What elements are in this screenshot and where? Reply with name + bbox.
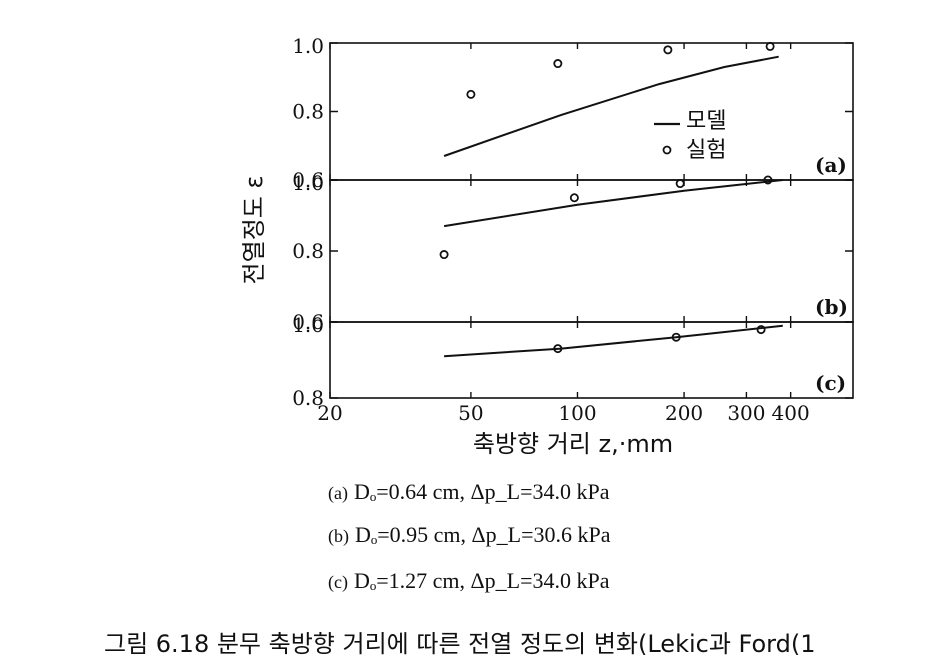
x-axis-label: 축방향 거리 z,·mm [473,430,673,458]
panel-frame [329,42,854,181]
panel-label: (a) [815,153,847,177]
x-tick-label: 200 [665,401,703,425]
y-axis-label: 전열정도 ε [240,176,268,285]
legend-label-experiment: 실험 [686,138,726,163]
y-tick-label: 1.0 [292,34,324,58]
y-tick-label: 0.8 [292,100,324,124]
x-tick-label: 100 [558,401,596,425]
condition-tag: (b) [328,526,349,546]
experiment-point [756,325,766,335]
chart-ticks: 1.0 0.8 0.6 (a) 1.0 0.8 0.6 (b) 1.0 0.8 (c) 20 50 100… [292,34,853,425]
experiment-point [763,175,773,185]
panel-frame [329,321,854,399]
experiment-point [671,332,681,342]
panel-label: (c) [815,371,846,395]
panel-frame [329,179,854,323]
y-tick-label: 0.6 [292,310,324,334]
model-line [444,324,783,358]
x-tick-label: 400 [772,401,810,425]
experiment-point [675,179,685,189]
legend: 모델 실험 [654,109,726,163]
y-tick-label: 1.0 [292,313,324,337]
experiment-point [569,193,579,203]
condition-text: Dₒ=1.27 cm, Δp_L=34.0 kPa [353,568,610,593]
chart-marks [439,41,783,358]
x-tick-label: 300 [727,401,765,425]
y-tick-label: 1.0 [292,171,324,195]
y-tick-label: 0.8 [292,386,324,410]
condition-line-a: (a) Dₒ=0.64 cm, Δp_L=34.0 kPa [328,479,610,505]
experiment-point [663,45,673,55]
figure-caption: 그림 6.18 분무 축방향 거리에 따른 전열 정도의 변화(Lekic과 F… [104,630,816,658]
condition-tag: (c) [328,572,348,592]
legend-marker-swatch [662,145,672,155]
experiment-point [553,344,563,354]
condition-text: Dₒ=0.64 cm, Δp_L=34.0 kPa [353,479,610,504]
experiment-point [466,89,476,99]
experiment-point [765,41,775,51]
condition-line-b: (b) Dₒ=0.95 cm, Δp_L=30.6 kPa [328,522,611,548]
condition-tag: (a) [328,483,348,503]
y-tick-label: 0.8 [292,239,324,263]
y-tick-label: 0.6 [292,168,324,192]
x-tick-label: 20 [317,401,342,425]
condition-line-c: (c) Dₒ=1.27 cm, Δp_L=34.0 kPa [328,568,610,594]
model-line [443,55,779,157]
experiment-point [553,59,563,69]
condition-text: Dₒ=0.95 cm, Δp_L=30.6 kPa [355,522,611,547]
panel-label: (b) [815,295,848,319]
legend-label-model: 모델 [686,109,726,134]
model-line [443,179,783,228]
x-tick-label: 50 [458,401,483,425]
experiment-point [439,250,449,260]
